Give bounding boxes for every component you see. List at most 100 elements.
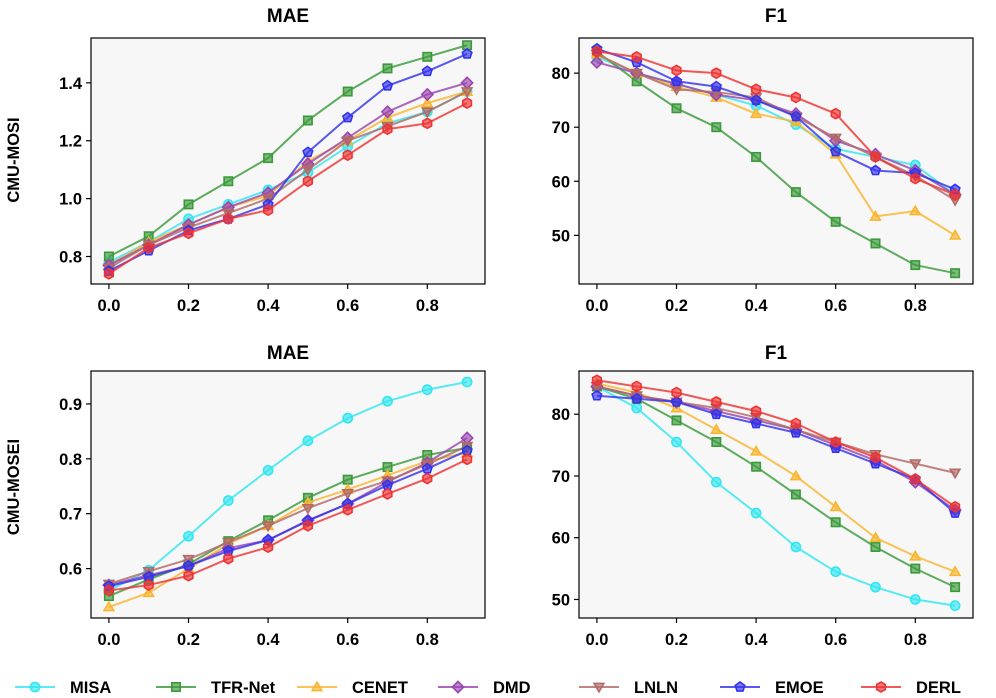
series-line-tfr-net [108,44,468,258]
point-tfr-net [342,86,353,97]
axes-frame [90,37,486,285]
point-lnln [182,554,195,566]
point-misa [909,594,921,605]
legend-marker [29,681,41,693]
point-cenet [869,531,882,543]
series-line-lnln [108,445,468,585]
point-tfr-net [870,238,881,249]
point-derl [790,417,802,430]
point-misa [750,507,762,519]
legend-item-misa: MISA [15,679,111,697]
point-derl [382,123,393,136]
point-derl [262,204,274,217]
point-derl [262,541,274,554]
series-line-derl [108,458,468,592]
subplot-mosi-f1: F1 0.0 0.2 0.4 0.6 0.8 50 60 70 80 [552,6,974,315]
row-label-mosi: CMU-MOSI [5,117,23,202]
point-derl [342,503,353,516]
y-tick-label: 0.6 [59,561,82,579]
point-derl [143,579,154,591]
point-derl [711,395,722,408]
point-lnln [909,459,922,471]
point-lnln [301,165,315,177]
point-emoe [461,47,473,59]
point-derl [631,380,642,393]
point-lnln [341,136,354,148]
point-derl [750,83,762,96]
y-tick-label: 0.8 [59,249,82,267]
point-cenet [948,228,962,240]
plot-background [579,371,973,618]
legend-item-lnln: LNLN [579,679,678,697]
legend-marker [451,680,465,694]
point-tfr-net [751,151,762,162]
x-tick-label: 0.6 [824,297,847,315]
legend-marker [171,681,182,692]
legend-label: LNLN [634,679,678,697]
point-derl [103,267,115,280]
point-lnln [341,488,354,500]
point-derl [461,97,473,110]
point-misa [671,436,682,448]
legend-label: TFR-Net [211,679,276,697]
point-derl [382,488,393,500]
point-dmd [380,105,395,119]
point-tfr-net [223,176,234,187]
point-tfr-net [910,563,921,574]
point-derl [342,149,353,162]
point-cenet [829,500,842,512]
legend-label: EMOE [775,679,824,697]
y-tick-label: 60 [552,173,570,191]
point-misa [382,395,393,407]
point-derl [302,175,314,188]
point-tfr-net [671,103,682,114]
x-tick-label: 0.2 [177,297,200,315]
series-layer [102,376,474,612]
series-line-misa [108,90,468,264]
point-emoe [670,395,683,407]
y-tick-label: 50 [552,591,570,609]
point-tfr-net [302,115,313,126]
point-derl [422,472,433,485]
point-lnln [460,87,474,98]
plot-area: 0.0 0.2 0.4 0.6 0.8 0.6 0.7 0.8 0.9 [59,370,486,649]
subplot-title: MAE [267,343,309,364]
plot-area: 0.0 0.2 0.4 0.6 0.8 0.8 1.0 1.2 1.4 [59,37,486,315]
y-tick-label: 80 [552,406,570,424]
point-derl [631,50,642,63]
subplot-mosi-mae: MAE 0.0 0.2 0.4 0.6 0.8 0.8 1.0 1.2 1.4 [59,6,486,315]
legend-marker [875,681,887,693]
plot-background [91,38,485,284]
point-cenet [710,423,723,435]
point-cenet [789,469,803,481]
x-tick-label: 0.8 [904,631,927,649]
point-cenet [749,107,763,119]
point-emoe [790,426,802,438]
x-tick-label: 0.4 [745,297,769,315]
point-misa [302,435,314,447]
point-emoe [710,80,723,92]
subplot-mosei-f1: F1 0.0 0.2 0.4 0.6 0.8 50 60 70 80 [552,343,974,649]
series-layer [590,374,962,612]
y-tick-label: 0.9 [59,396,82,414]
series-line-tfr-net [596,385,956,589]
point-dmd [420,87,435,102]
series-line-derl [596,50,956,196]
plot-area: 0.0 0.2 0.4 0.6 0.8 50 60 70 80 [552,37,974,315]
point-tfr-net [950,582,961,593]
point-lnln [948,468,962,480]
y-tick-label: 1.2 [59,133,82,151]
point-derl [949,188,961,201]
point-tfr-net [382,63,393,74]
point-tfr-net [830,216,841,227]
point-derl [910,473,921,485]
point-cenet [948,565,962,577]
point-cenet [869,210,882,221]
point-emoe [790,110,802,122]
plot-area: 0.0 0.2 0.4 0.6 0.8 50 60 70 80 [552,370,974,649]
series-line-emoe [596,47,956,191]
series-line-lnln [596,53,956,202]
point-tfr-net [711,122,722,133]
point-derl [183,227,194,240]
